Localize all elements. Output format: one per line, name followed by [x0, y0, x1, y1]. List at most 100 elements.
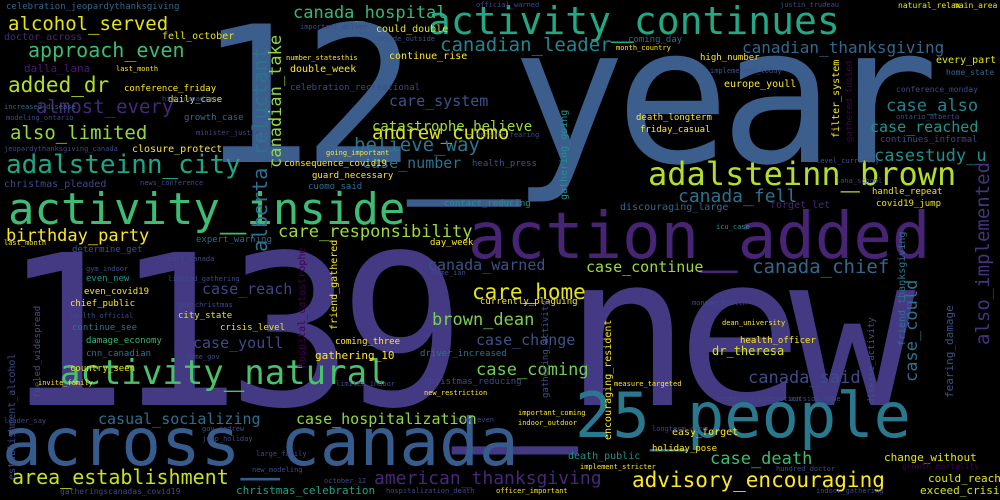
word-case-number: case_number [362, 154, 462, 172]
word-cnn-canadian: cnn_canadian [86, 349, 152, 359]
word-gathered-fueled: gathered_fueled [845, 60, 855, 142]
word-fell-october: fell_october [162, 31, 235, 42]
word-inside-outside: inside_outside [376, 35, 436, 43]
word-christmas-pleaded: christmas_pleaded [4, 179, 107, 190]
word-gym-indoor: gym_indoor [86, 265, 129, 273]
word-almost-every: almost_every [36, 96, 174, 118]
word-brown-dean: brown_dean [432, 310, 535, 330]
word-limited-gathering: limited_gathering [168, 275, 240, 283]
word-determine-get: determine_get [72, 245, 143, 255]
word-celebration-recreational: celebration_recreational [290, 83, 421, 93]
word-also-limited: also_limited [10, 122, 148, 144]
word-leader-say: leader_say [4, 417, 47, 425]
word-conference-friday: conference_friday [124, 84, 217, 94]
word-monday-health: monday_health [692, 299, 747, 307]
word-last-month: last_month [116, 65, 159, 73]
word-jeopardythanksgiving-canada: jeopardythanksgiving_canada [4, 145, 118, 153]
word-jump-holiday: jump_holiday [202, 435, 253, 443]
word-exceed-crisis: exceed_crisis [920, 484, 1000, 497]
word-encouraging-resident: encouraging_resident [603, 319, 614, 440]
word-officer-important: officer_important [496, 487, 568, 495]
word-christmas-reducing: christmas_reducing [424, 377, 522, 387]
word-home-state: home_state [946, 68, 995, 77]
word-care-home: care_home [472, 280, 586, 304]
word-indoor-outdoor: indoor_outdoor [518, 419, 578, 427]
word-case-reached: case_reached [870, 118, 979, 136]
word-canada-hospital: canada_hospital [293, 3, 447, 23]
word-country-seen: country_seen [70, 364, 136, 374]
word-growth-mortality: growth_mortality [902, 462, 980, 471]
word-activity-inside: activity_inside [8, 184, 406, 235]
word-12-year: 12_year [198, 0, 939, 207]
word-advisory-encouraging: advisory_encouraging [632, 468, 885, 492]
word-gathering-activity: gathering_activity [541, 300, 551, 398]
word-increased-disease: increased_disease [4, 103, 76, 111]
word-added-dr: added_dr [8, 73, 110, 97]
word-october-12: october_12 [324, 477, 367, 485]
word-minister-justin: minister_justin [196, 129, 260, 137]
word-coming-three: coming_three [335, 337, 401, 347]
word-case-reach: case_reach [202, 280, 293, 298]
word-canadian-leader: canadian_leader [440, 34, 612, 56]
word-gathering-10: gathering_10 [315, 349, 395, 362]
word-activity-continues: activity_continues [428, 0, 840, 43]
word-death-public: death_public [568, 451, 641, 462]
word-new-modeling: new_modeling [252, 466, 303, 474]
word-could-reach: could_reach [928, 472, 1000, 485]
word-continues-informal: continues_informal [880, 135, 978, 145]
word-high-canadian: high_canadian [162, 95, 217, 103]
word-gatheringscanadas-covid19: gatheringscanadas_covid19 [60, 487, 181, 496]
word-birthday-party: birthday_party [6, 226, 150, 246]
word-25-people: 25_people [575, 379, 911, 452]
word-closure-protect: closure_protect [132, 144, 223, 155]
word-implemented-today: implemented_today [710, 67, 782, 75]
word-case-also: case_also [886, 96, 979, 116]
word-level-currently: level_currently [816, 157, 880, 165]
word-last-month-2: last_month [4, 239, 47, 247]
word-coming-day: coming_day [628, 35, 683, 45]
word-canada-fell: canada_fell [678, 186, 798, 207]
word-necessary-precaution: necessary_precaution [716, 395, 801, 403]
word-main-area: main_area [954, 1, 998, 10]
word-death-longterm: death_longterm [636, 113, 712, 123]
word-discouraging-large: discouraging_large [620, 202, 729, 213]
word-christmas-celebration: christmas_celebration [236, 484, 376, 497]
word-health-official: health_official [70, 312, 134, 320]
word-implement-stricter: implement_stricter [580, 463, 656, 471]
word-guard-necessary: guard_necessary [312, 171, 394, 181]
word-even-covid19: even_covid19 [84, 287, 150, 297]
word-limited-indoor: limited_indoor [336, 380, 396, 388]
word-across-canada: across_canada [2, 404, 519, 481]
word-case-change: case_change [476, 331, 576, 349]
word-gathering-going: gathering_going [559, 109, 570, 200]
word-canadian-thanksgiving: canadian_thanksgiving [742, 38, 945, 57]
word-home-gov: home_gov [186, 353, 220, 361]
word-home-even: home_even [456, 416, 494, 424]
word-conference-monday: conference_monday [896, 85, 978, 94]
word-indoor-gathering: indoor_gathering [816, 487, 884, 495]
word-contact-reducing: contact_reducing [444, 199, 531, 209]
word-care-system: care_system [389, 92, 489, 110]
word-hospitalization-death: hospitalization_death [386, 487, 475, 495]
word-adalsteinn-city: adalsteinn_city [6, 150, 241, 180]
word-official-warned: official_warned [476, 1, 540, 9]
word-health-officer: health_officer [740, 336, 816, 346]
word-number-statesthis: number_statesthis [286, 54, 358, 62]
word-friday-casual: friday_casual [640, 125, 711, 135]
word-andrew-cuomo: andrew_cuomo [372, 122, 510, 144]
word-invite-family: invite_family [38, 379, 93, 387]
word-casual-socializing: casual_socializing [98, 410, 261, 428]
word-justin-trudeau: justin_trudeau [780, 1, 840, 9]
word-expert-warning: expert_warning [196, 235, 272, 245]
word-canada-chief: canada_chief [752, 256, 890, 278]
word-outside-home: outside_home [790, 395, 841, 403]
word-growth-case: growth_case [184, 113, 244, 123]
word-also-implemented: also_implemented [972, 161, 994, 345]
word-high-number: high_number [700, 53, 760, 63]
word-change-without: change_without [884, 451, 977, 464]
word-chief-public: chief_public [70, 299, 136, 309]
word-fearing-damage: fearing_damage [943, 305, 956, 398]
word-part-canada: part_canada [168, 255, 215, 263]
word-going-important: going_important [326, 149, 390, 157]
